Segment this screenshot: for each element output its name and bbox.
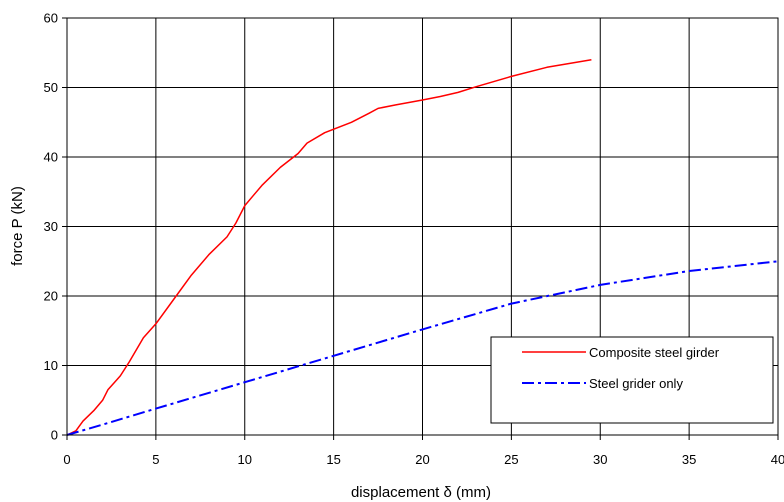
x-tick-label: 25 (504, 452, 518, 467)
x-axis-label: displacement δ (mm) (351, 484, 491, 501)
series-line-0 (66, 58, 592, 436)
series-line-1 (66, 260, 779, 436)
grid (67, 18, 778, 435)
y-axis-label: force P (kN) (9, 186, 26, 266)
x-tick-label: 0 (63, 452, 70, 467)
x-tick-labels: 0 5 10 15 20 25 30 35 40 (63, 452, 784, 467)
series-lines (66, 58, 779, 436)
x-tick-label: 40 (771, 452, 784, 467)
legend-label-composite: Composite steel girder (589, 345, 720, 360)
y-tick-label: 60 (44, 11, 58, 26)
y-tick-labels: 0 10 20 30 40 50 60 (44, 11, 58, 443)
y-tick-label: 0 (51, 428, 58, 443)
y-tick-label: 20 (44, 289, 58, 304)
x-tick-label: 20 (415, 452, 429, 467)
y-tick-label: 40 (44, 150, 58, 165)
plot-frame (62, 17, 779, 440)
x-tick-label: 5 (152, 452, 159, 467)
x-tick-label: 10 (238, 452, 252, 467)
legend-label-steel: Steel grider only (589, 376, 683, 391)
x-tick-label: 30 (593, 452, 607, 467)
y-tick-label: 10 (44, 358, 58, 373)
x-tick-label: 35 (682, 452, 696, 467)
legend: Composite steel girder Steel grider only (490, 336, 774, 424)
y-tick-label: 30 (44, 219, 58, 234)
x-tick-label: 15 (326, 452, 340, 467)
y-tick-label: 50 (44, 80, 58, 95)
